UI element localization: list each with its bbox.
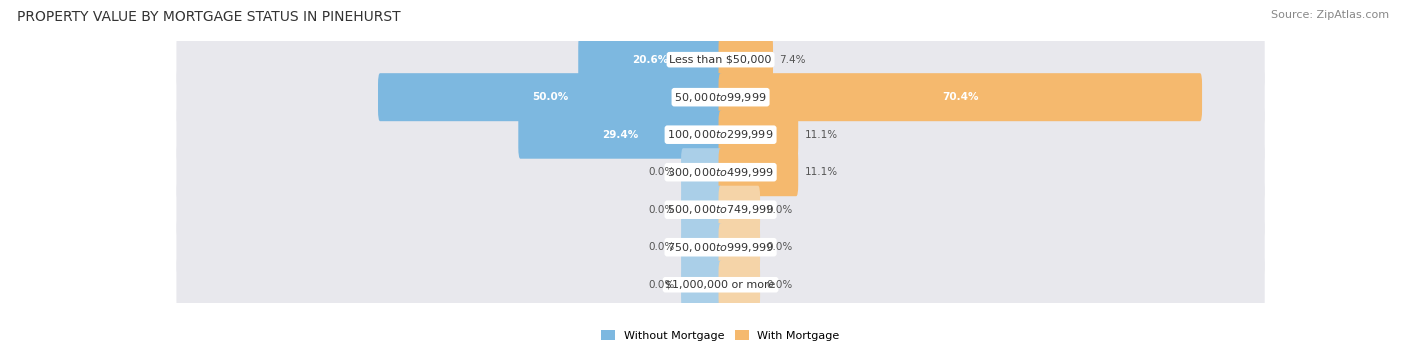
FancyBboxPatch shape (176, 104, 1265, 166)
Legend: Without Mortgage, With Mortgage: Without Mortgage, With Mortgage (598, 326, 844, 341)
Text: $50,000 to $99,999: $50,000 to $99,999 (675, 91, 766, 104)
FancyBboxPatch shape (718, 111, 799, 159)
Text: $1,000,000 or more: $1,000,000 or more (665, 280, 776, 290)
Text: 0.0%: 0.0% (766, 205, 793, 215)
Text: Source: ZipAtlas.com: Source: ZipAtlas.com (1271, 10, 1389, 20)
Text: 7.4%: 7.4% (779, 55, 806, 65)
FancyBboxPatch shape (718, 73, 1202, 121)
Text: $750,000 to $999,999: $750,000 to $999,999 (668, 241, 773, 254)
FancyBboxPatch shape (718, 186, 761, 234)
Text: 0.0%: 0.0% (648, 205, 675, 215)
Text: 0.0%: 0.0% (766, 242, 793, 252)
Text: 0.0%: 0.0% (766, 280, 793, 290)
FancyBboxPatch shape (176, 216, 1265, 278)
Text: $100,000 to $299,999: $100,000 to $299,999 (668, 128, 773, 141)
FancyBboxPatch shape (681, 148, 723, 196)
FancyBboxPatch shape (681, 261, 723, 309)
Text: PROPERTY VALUE BY MORTGAGE STATUS IN PINEHURST: PROPERTY VALUE BY MORTGAGE STATUS IN PIN… (17, 10, 401, 24)
Text: 29.4%: 29.4% (602, 130, 638, 140)
Text: 11.1%: 11.1% (804, 130, 838, 140)
FancyBboxPatch shape (718, 223, 761, 271)
Text: 0.0%: 0.0% (648, 242, 675, 252)
Text: Less than $50,000: Less than $50,000 (669, 55, 772, 65)
FancyBboxPatch shape (176, 141, 1265, 203)
Text: 50.0%: 50.0% (533, 92, 568, 102)
Text: 0.0%: 0.0% (648, 280, 675, 290)
FancyBboxPatch shape (176, 254, 1265, 316)
FancyBboxPatch shape (176, 66, 1265, 128)
FancyBboxPatch shape (578, 36, 723, 84)
FancyBboxPatch shape (718, 36, 773, 84)
FancyBboxPatch shape (519, 111, 723, 159)
FancyBboxPatch shape (378, 73, 723, 121)
Text: $300,000 to $499,999: $300,000 to $499,999 (668, 166, 773, 179)
Text: 70.4%: 70.4% (942, 92, 979, 102)
FancyBboxPatch shape (718, 261, 761, 309)
Text: 11.1%: 11.1% (804, 167, 838, 177)
FancyBboxPatch shape (176, 29, 1265, 91)
Text: 0.0%: 0.0% (648, 167, 675, 177)
Text: $500,000 to $749,999: $500,000 to $749,999 (668, 203, 773, 216)
FancyBboxPatch shape (176, 179, 1265, 241)
FancyBboxPatch shape (681, 186, 723, 234)
FancyBboxPatch shape (681, 223, 723, 271)
Text: 20.6%: 20.6% (633, 55, 669, 65)
FancyBboxPatch shape (718, 148, 799, 196)
